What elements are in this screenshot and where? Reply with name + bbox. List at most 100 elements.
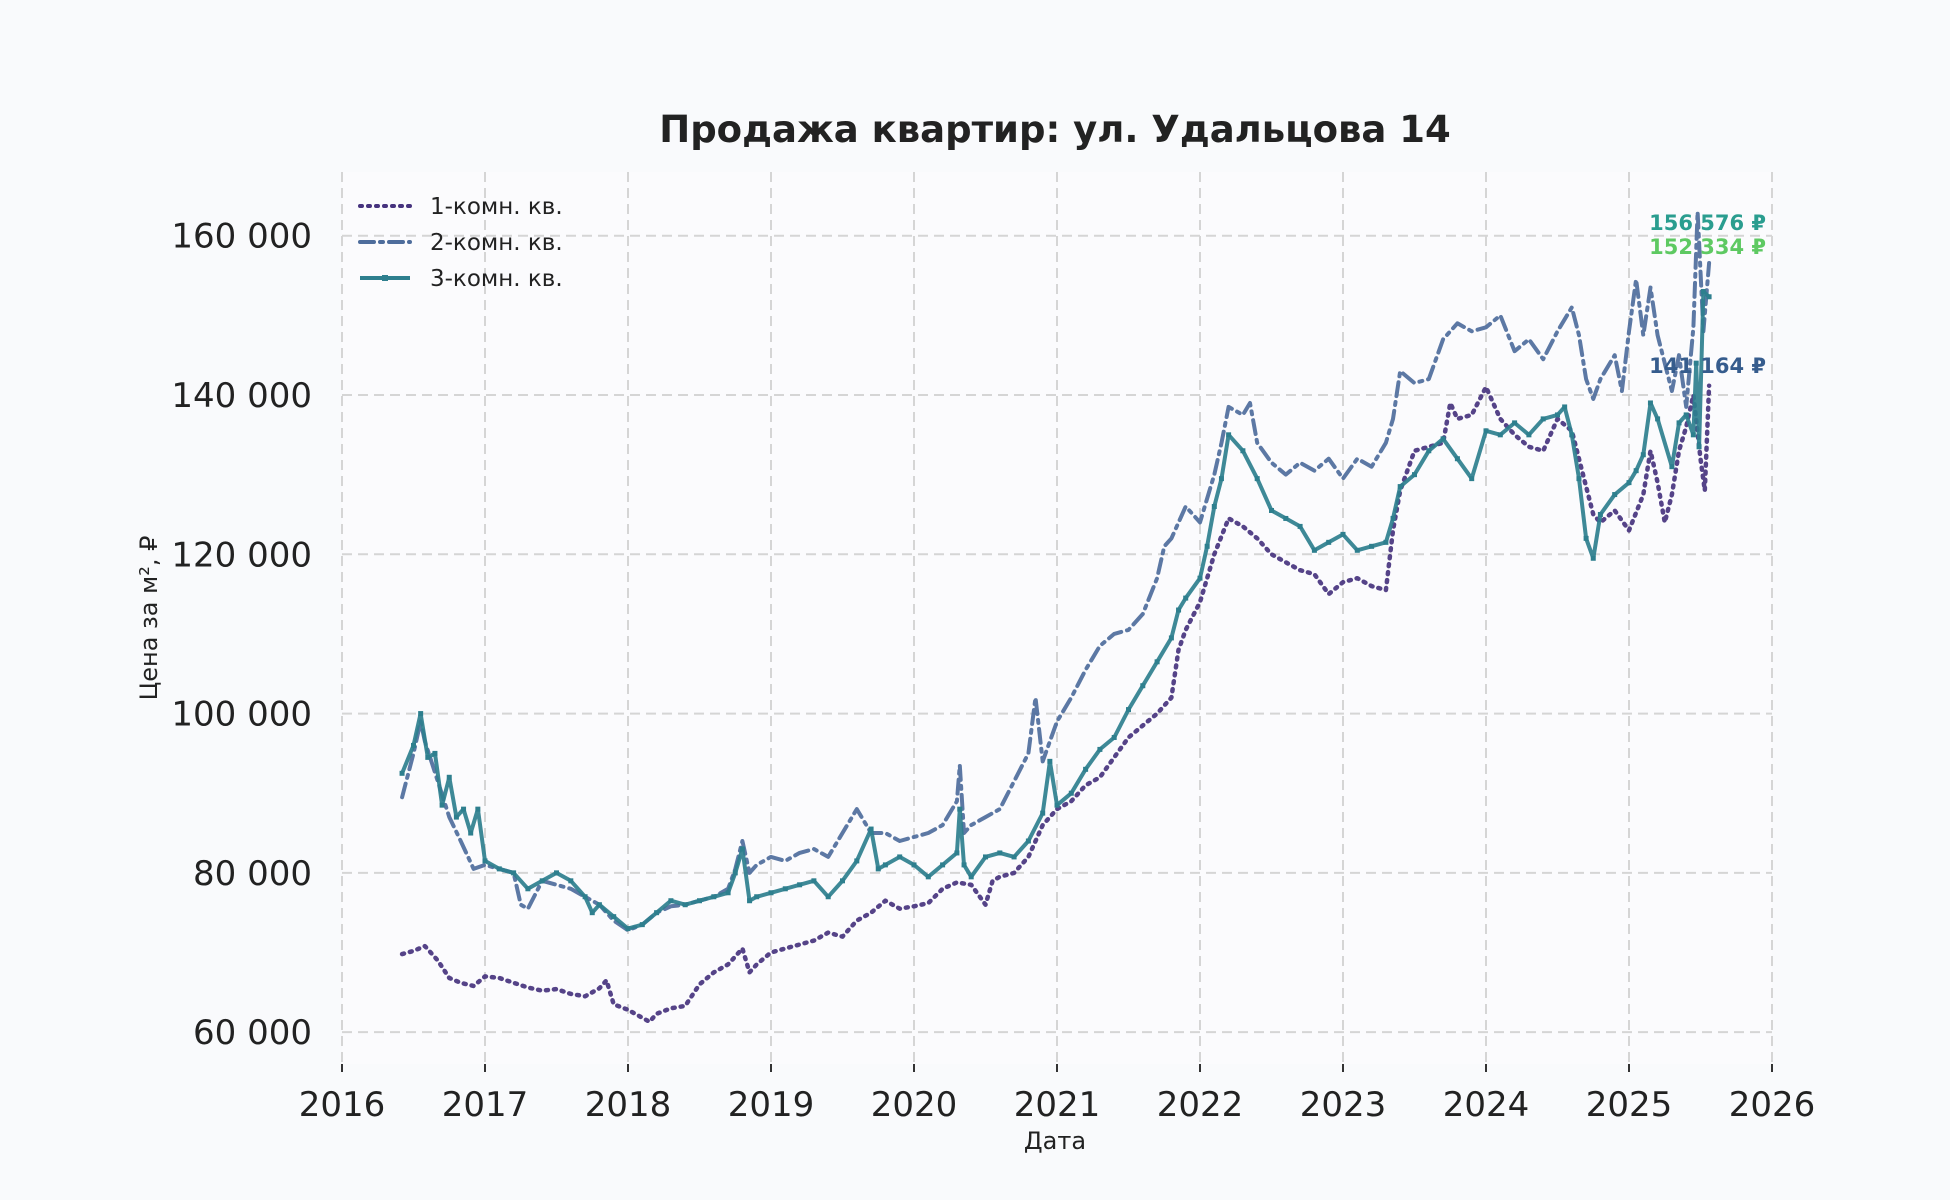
series-point-3room xyxy=(1354,547,1360,553)
series-point-3room xyxy=(611,914,617,920)
series-point-3room xyxy=(1369,543,1375,549)
series-point-3room xyxy=(954,850,960,856)
series-point-3room xyxy=(468,830,474,836)
series-point-3room xyxy=(453,814,459,820)
series-point-3room xyxy=(1218,476,1224,482)
series-point-3room xyxy=(782,886,788,892)
series-point-3room xyxy=(1512,420,1518,426)
y-tick-label: 160 000 xyxy=(171,217,312,257)
series-point-3room xyxy=(1025,838,1031,844)
end-value-label-3room: 152 334 ₽ xyxy=(1649,235,1766,259)
series-point-3room xyxy=(1683,412,1689,418)
x-tick-label: 2018 xyxy=(585,1085,672,1125)
series-point-3room xyxy=(1440,436,1446,442)
y-axis-label: Цена за м², ₽ xyxy=(135,536,163,701)
y-tick-label: 80 000 xyxy=(193,854,312,894)
series-point-3room xyxy=(1083,766,1089,772)
series-point-3room xyxy=(1054,802,1060,808)
series-point-3room xyxy=(1168,635,1174,641)
series-point-3room xyxy=(432,750,438,756)
series-point-3room xyxy=(1311,547,1317,553)
legend-label-3room: 3-комн. кв. xyxy=(430,266,563,292)
series-point-3room xyxy=(511,870,517,876)
series-point-3room xyxy=(1297,523,1303,529)
series-point-3room xyxy=(1576,476,1582,482)
series-point-3room xyxy=(897,854,903,860)
series-point-3room xyxy=(811,878,817,884)
end-labels: 156 576 ₽152 334 ₽ 141 164 ₽ xyxy=(1649,211,1766,378)
series-point-3room xyxy=(554,870,559,876)
series-point-3room xyxy=(446,774,452,780)
axis-layer: 2016 2017 2018 2019 2020 2021 2022 2023 2024 2025… xyxy=(171,217,1815,1125)
grid-layer xyxy=(341,172,1773,1064)
series-point-3room xyxy=(747,898,753,904)
series-point-3room xyxy=(1011,854,1017,860)
series-point-3room xyxy=(596,902,602,908)
series-point-3room xyxy=(1700,288,1706,294)
series-point-3room xyxy=(768,890,774,896)
series-point-3room xyxy=(711,894,717,900)
series-point-3room xyxy=(582,894,588,900)
legend-label-2room: 2-комн. кв. xyxy=(430,230,563,256)
series-point-3room xyxy=(882,862,888,868)
series-point-3room xyxy=(1040,810,1046,816)
series-point-3room xyxy=(1690,432,1696,438)
x-tick-label: 2023 xyxy=(1300,1085,1387,1125)
end-value-label-1room: 141 164 ₽ xyxy=(1649,354,1766,378)
series-point-3room xyxy=(1068,790,1074,796)
series-point-3room xyxy=(983,854,988,860)
series-point-3room xyxy=(997,850,1003,856)
series-point-3room xyxy=(961,862,967,868)
series-point-3room xyxy=(925,874,931,880)
y-tick-label: 120 000 xyxy=(171,535,312,575)
series-point-3room xyxy=(725,890,731,896)
series-point-3room xyxy=(1497,432,1503,438)
series-point-3room xyxy=(539,878,545,884)
series-point-3room xyxy=(1640,452,1646,458)
series-point-3room xyxy=(1047,758,1053,764)
x-tick-label: 2022 xyxy=(1157,1085,1244,1125)
series-point-3room xyxy=(1426,448,1432,454)
series-point-3room xyxy=(1647,400,1653,406)
series-point-3room xyxy=(1483,428,1489,434)
x-tick-label: 2017 xyxy=(442,1085,529,1125)
series-point-3room xyxy=(1397,484,1403,490)
series-point-3room xyxy=(754,894,760,900)
series-point-3room xyxy=(1655,416,1661,422)
series-point-3room xyxy=(697,898,702,904)
x-tick-label: 2021 xyxy=(1014,1085,1101,1125)
series-point-3room xyxy=(875,866,881,872)
series-point-3room xyxy=(625,926,631,932)
series-point-3room xyxy=(1469,476,1475,482)
series-point-3room xyxy=(1283,515,1289,521)
series-point-3room xyxy=(1612,492,1618,498)
legend: 1-комн. кв. 2-комн. кв. 3-комн. кв. xyxy=(358,194,563,292)
series-point-3room xyxy=(1111,734,1117,740)
series-point-3room xyxy=(482,858,488,864)
series-point-3room xyxy=(439,802,445,808)
series-point-3room xyxy=(1197,575,1203,581)
series-point-3room xyxy=(1706,294,1712,300)
series-point-3room xyxy=(1097,746,1103,752)
series-line-3room xyxy=(400,289,1711,931)
series-point-3room xyxy=(461,806,467,812)
series-point-3room xyxy=(940,862,946,868)
series-point-3room xyxy=(1693,360,1699,366)
series-point-3room xyxy=(911,862,917,868)
series-line-1room xyxy=(399,383,1712,1025)
series-point-3room xyxy=(797,882,803,888)
series-point-3room xyxy=(475,806,481,812)
series-point-3room xyxy=(840,878,845,884)
series-point-3room xyxy=(1383,539,1389,545)
series-point-3room xyxy=(1412,472,1417,478)
series-point-3room xyxy=(1326,539,1332,545)
series-layer xyxy=(399,209,1712,1025)
series-point-3room xyxy=(868,826,874,832)
series-point-3room xyxy=(411,742,416,748)
series-point-3room xyxy=(825,894,831,900)
series-point-3room xyxy=(1626,480,1632,486)
x-tick-label: 2016 xyxy=(299,1085,386,1125)
series-point-3room xyxy=(589,910,595,916)
series-point-3room xyxy=(496,866,502,872)
